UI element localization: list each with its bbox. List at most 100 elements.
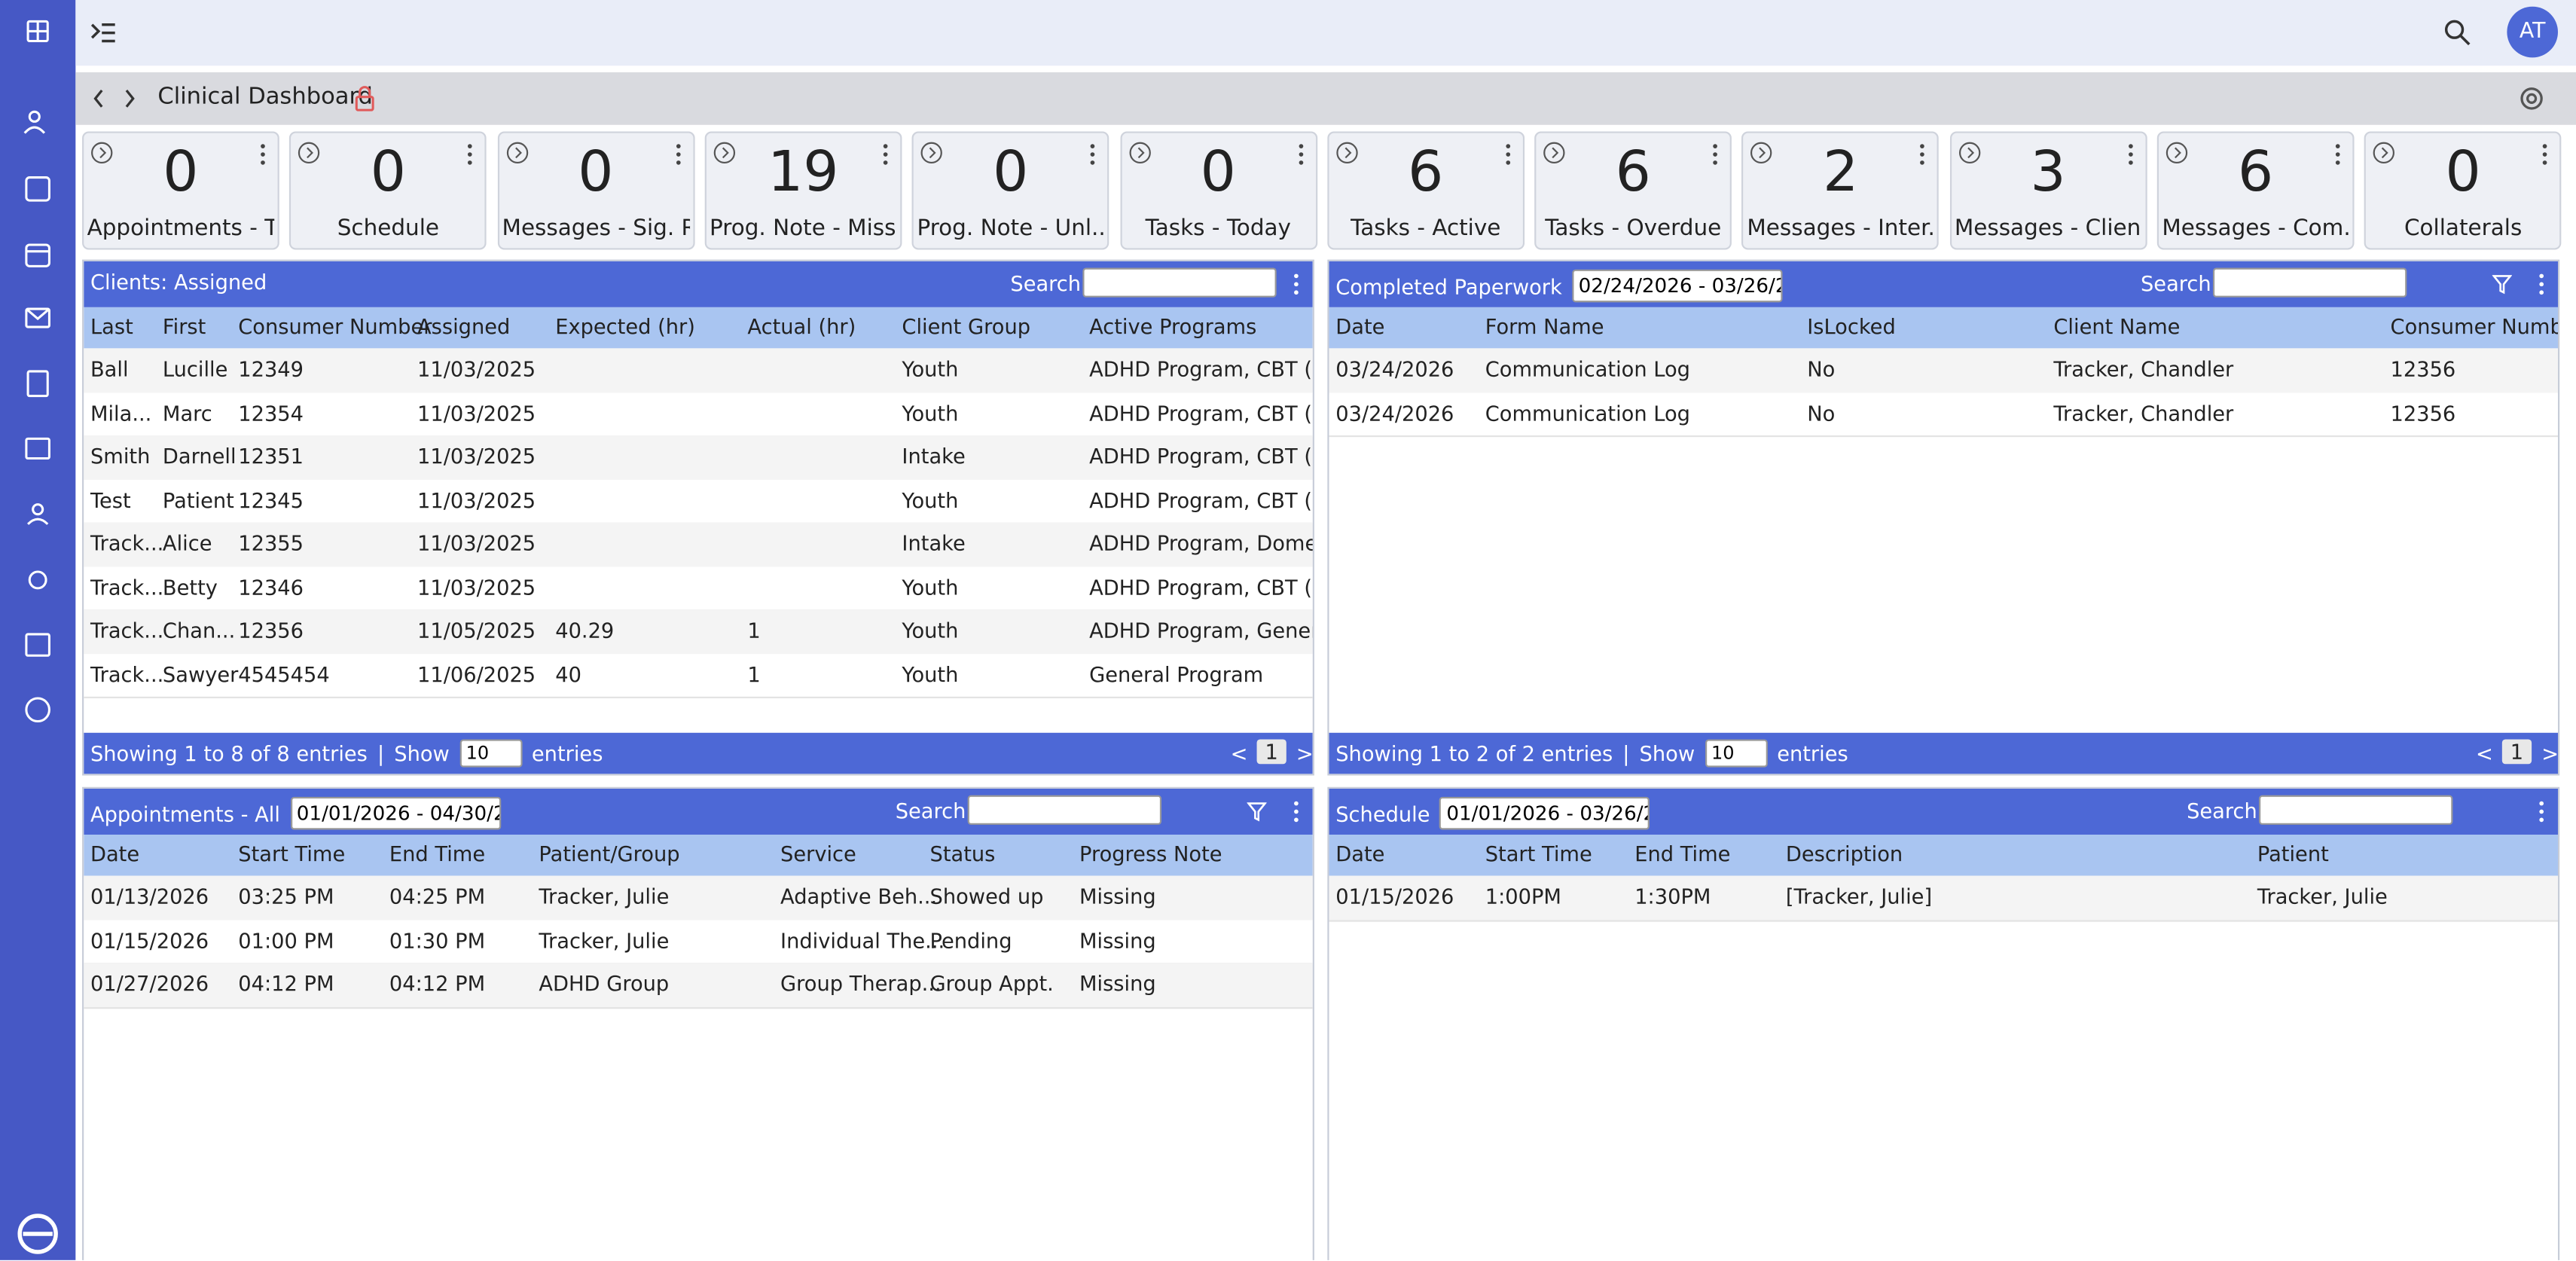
tile-menu[interactable]: [881, 142, 890, 173]
date-range-input[interactable]: 02/24/2026 - 03/26/2026: [1571, 269, 1783, 303]
column-header[interactable]: First: [162, 313, 206, 339]
column-header[interactable]: Last: [90, 313, 133, 339]
page-size-select[interactable]: 10: [1705, 739, 1768, 768]
settings-button[interactable]: [2516, 84, 2546, 113]
column-header[interactable]: Consumer Number: [2390, 313, 2558, 339]
column-header[interactable]: Consumer Number: [238, 313, 432, 339]
prev-page[interactable]: <: [1230, 740, 1248, 766]
column-header[interactable]: Patient: [2257, 841, 2329, 866]
summary-tile[interactable]: 0 Collaterals: [2364, 131, 2562, 250]
tile-menu[interactable]: [1088, 142, 1097, 173]
tile-menu[interactable]: [465, 142, 475, 173]
column-header[interactable]: Form Name: [1485, 313, 1604, 339]
column-header[interactable]: Start Time: [238, 841, 346, 866]
column-header[interactable]: Progress Note: [1079, 841, 1222, 866]
summary-tile[interactable]: 2 Messages - Inter...: [1741, 131, 1940, 250]
column-header[interactable]: Status: [929, 841, 996, 866]
column-header[interactable]: Description: [1785, 841, 1903, 866]
table-row[interactable]: Test Patient 12345 11/03/2025 Youth ADHD Prog…: [84, 478, 1313, 524]
tile-expand[interactable]: [298, 139, 321, 170]
table-row[interactable]: Ball Lucille 12349 11/03/2025 Youth ADHD Prog…: [84, 348, 1313, 394]
column-header[interactable]: Client Name: [2053, 313, 2181, 339]
tile-menu[interactable]: [2333, 142, 2343, 173]
column-header[interactable]: Patient/Group: [539, 841, 680, 866]
tile-expand[interactable]: [1128, 139, 1151, 170]
tile-menu[interactable]: [1711, 142, 1720, 173]
date-range-input[interactable]: 01/01/2026 - 03/26/2026: [1439, 796, 1650, 830]
table-row[interactable]: Track... Chan... 12356 11/05/2025 40.29 1 Yout…: [84, 609, 1313, 655]
table-row[interactable]: 03/24/2026 Communication Log No Tracker, Ch…: [1329, 392, 2559, 438]
tile-menu[interactable]: [1918, 142, 1927, 173]
table-row[interactable]: 01/27/2026 04:12 PM 04:12 PM ADHD Group Grou…: [84, 963, 1313, 1009]
tile-expand[interactable]: [1750, 139, 1774, 170]
column-header[interactable]: Service: [780, 841, 856, 866]
table-row[interactable]: 01/15/2026 01:00 PM 01:30 PM Tracker, Julie…: [84, 919, 1313, 965]
summary-tile[interactable]: 3 Messages - Clien...: [1949, 131, 2147, 250]
table-row[interactable]: 01/15/2026 1:00PM 1:30PM [Tracker, Julie] Tr…: [1329, 875, 2559, 921]
summary-tile[interactable]: 6 Tasks - Overdue: [1534, 131, 1732, 250]
column-header[interactable]: Expected (hr): [555, 313, 695, 339]
column-header[interactable]: Start Time: [1485, 841, 1592, 866]
table-row[interactable]: 03/24/2026 Communication Log No Tracker, Ch…: [1329, 348, 2559, 394]
tile-expand[interactable]: [713, 139, 736, 170]
panel-menu[interactable]: [2537, 800, 2547, 828]
column-header[interactable]: Assigned: [417, 313, 511, 339]
column-header[interactable]: Client Group: [902, 313, 1031, 339]
table-row[interactable]: Track... Betty 12346 11/03/2025 Youth ADHD Pr…: [84, 566, 1313, 612]
summary-tile[interactable]: 6 Messages - Com...: [2156, 131, 2355, 250]
panel-menu[interactable]: [1291, 273, 1301, 301]
table-row[interactable]: Mila... Marc 12354 11/03/2025 Youth ADHD Prog…: [84, 392, 1313, 438]
filter-button[interactable]: [2492, 274, 2513, 299]
summary-tile[interactable]: 19 Prog. Note - Miss...: [704, 131, 902, 250]
column-header[interactable]: Date: [1335, 313, 1385, 339]
lock-icon[interactable]: [353, 85, 377, 111]
tile-menu[interactable]: [2126, 142, 2135, 173]
tile-expand[interactable]: [2373, 139, 2396, 170]
tile-menu[interactable]: [258, 142, 267, 173]
user-avatar[interactable]: AT: [2507, 6, 2559, 58]
menu-toggle[interactable]: [89, 20, 118, 46]
summary-tile[interactable]: 6 Tasks - Active: [1326, 131, 1525, 250]
column-header[interactable]: IsLocked: [1807, 313, 1896, 339]
tile-expand[interactable]: [2165, 139, 2189, 170]
nav-arrows[interactable]: [89, 87, 138, 111]
page-size-select[interactable]: 10: [459, 739, 522, 768]
tile-expand[interactable]: [1958, 139, 1981, 170]
column-header[interactable]: Date: [90, 841, 140, 866]
tile-menu[interactable]: [1296, 142, 1305, 173]
table-row[interactable]: Smith Darnell 12351 11/03/2025 Intake ADHD Pr…: [84, 435, 1313, 481]
next-page[interactable]: >: [1296, 740, 1314, 766]
panel-menu[interactable]: [1291, 800, 1301, 828]
prev-page[interactable]: <: [2475, 740, 2493, 766]
date-range-input[interactable]: 01/01/2026 - 04/30/2026: [290, 796, 501, 830]
next-page[interactable]: >: [2541, 740, 2559, 766]
tile-menu[interactable]: [1503, 142, 1512, 173]
table-row[interactable]: Track... Sawyer 4545454 11/06/2025 40 1 Youth G…: [84, 652, 1313, 698]
table-row[interactable]: Track... Alice 12355 11/03/2025 Intake ADHD P…: [84, 522, 1313, 568]
current-page[interactable]: 1: [1256, 739, 1286, 765]
filter-button[interactable]: [1246, 801, 1268, 826]
tile-expand[interactable]: [90, 139, 114, 170]
column-header[interactable]: End Time: [389, 841, 486, 866]
tile-menu[interactable]: [673, 142, 682, 173]
column-header[interactable]: End Time: [1634, 841, 1731, 866]
search-input[interactable]: [1082, 267, 1277, 298]
current-page[interactable]: 1: [2501, 739, 2532, 765]
summary-tile[interactable]: 0 Prog. Note - Unl...: [911, 131, 1109, 250]
search-input[interactable]: [967, 795, 1162, 825]
tile-expand[interactable]: [920, 139, 944, 170]
search-input[interactable]: [2212, 267, 2407, 298]
tile-expand[interactable]: [1543, 139, 1566, 170]
tile-menu[interactable]: [2541, 142, 2550, 173]
summary-tile[interactable]: 0 Appointments - T...: [82, 131, 279, 250]
tile-expand[interactable]: [1335, 139, 1359, 170]
column-header[interactable]: Actual (hr): [747, 313, 856, 339]
summary-tile[interactable]: 0 Tasks - Today: [1119, 131, 1317, 250]
tile-expand[interactable]: [505, 139, 529, 170]
panel-menu[interactable]: [2537, 273, 2547, 301]
table-row[interactable]: 01/13/2026 03:25 PM 04:25 PM Tracker, Julie…: [84, 875, 1313, 921]
column-header[interactable]: Date: [1335, 841, 1385, 866]
column-header[interactable]: Active Programs: [1089, 313, 1257, 339]
summary-tile[interactable]: 0 Messages - Sig. R...: [496, 131, 694, 250]
search-input[interactable]: [2259, 795, 2453, 825]
